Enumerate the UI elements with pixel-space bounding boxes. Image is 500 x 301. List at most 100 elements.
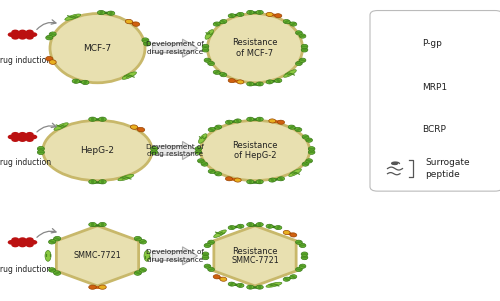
Ellipse shape: [290, 23, 296, 26]
Ellipse shape: [299, 264, 306, 268]
Ellipse shape: [138, 127, 144, 132]
Ellipse shape: [274, 79, 282, 83]
Ellipse shape: [405, 40, 410, 47]
Ellipse shape: [256, 222, 264, 227]
Ellipse shape: [237, 283, 244, 287]
Ellipse shape: [390, 40, 395, 47]
Ellipse shape: [388, 127, 412, 132]
Ellipse shape: [200, 120, 310, 181]
Ellipse shape: [208, 241, 214, 244]
Ellipse shape: [276, 226, 280, 229]
Ellipse shape: [296, 128, 301, 131]
Ellipse shape: [308, 150, 315, 154]
Ellipse shape: [82, 80, 89, 85]
Ellipse shape: [100, 117, 104, 121]
Ellipse shape: [270, 178, 274, 182]
Ellipse shape: [300, 35, 306, 37]
Ellipse shape: [248, 117, 252, 121]
Ellipse shape: [134, 271, 141, 275]
Ellipse shape: [306, 139, 312, 141]
Ellipse shape: [284, 20, 290, 23]
Ellipse shape: [46, 57, 53, 61]
Ellipse shape: [204, 243, 211, 248]
Text: drug resistance: drug resistance: [147, 151, 203, 157]
Ellipse shape: [202, 48, 209, 52]
Ellipse shape: [296, 32, 302, 34]
Ellipse shape: [237, 12, 244, 17]
Ellipse shape: [214, 23, 220, 26]
Ellipse shape: [134, 236, 141, 241]
Ellipse shape: [134, 237, 141, 240]
Ellipse shape: [256, 82, 264, 86]
Ellipse shape: [98, 180, 106, 184]
Ellipse shape: [140, 240, 146, 243]
Ellipse shape: [300, 265, 306, 268]
Ellipse shape: [269, 119, 276, 123]
Ellipse shape: [208, 169, 215, 174]
Circle shape: [26, 243, 34, 247]
Ellipse shape: [300, 244, 306, 247]
Ellipse shape: [248, 285, 252, 289]
Ellipse shape: [142, 38, 149, 42]
Ellipse shape: [50, 14, 145, 83]
Ellipse shape: [122, 72, 136, 79]
Ellipse shape: [296, 61, 302, 66]
Circle shape: [12, 237, 20, 242]
Ellipse shape: [288, 125, 295, 129]
Text: Development of: Development of: [146, 41, 204, 47]
Ellipse shape: [246, 117, 254, 121]
Ellipse shape: [296, 268, 302, 271]
Ellipse shape: [230, 14, 234, 17]
Ellipse shape: [386, 84, 398, 91]
Ellipse shape: [299, 243, 306, 248]
Ellipse shape: [49, 268, 56, 271]
Ellipse shape: [48, 268, 56, 272]
Ellipse shape: [301, 253, 308, 255]
Ellipse shape: [195, 147, 202, 151]
Ellipse shape: [204, 265, 210, 268]
Ellipse shape: [150, 150, 158, 155]
Circle shape: [12, 137, 20, 142]
Ellipse shape: [302, 163, 308, 165]
Ellipse shape: [150, 148, 158, 150]
Ellipse shape: [144, 42, 150, 46]
Circle shape: [12, 29, 20, 34]
Ellipse shape: [46, 36, 52, 39]
Ellipse shape: [215, 172, 222, 176]
Ellipse shape: [246, 180, 254, 184]
FancyArrowPatch shape: [37, 123, 56, 132]
Ellipse shape: [98, 117, 106, 121]
Ellipse shape: [258, 285, 262, 289]
Ellipse shape: [226, 177, 232, 181]
Ellipse shape: [301, 45, 308, 48]
Ellipse shape: [38, 151, 44, 153]
Ellipse shape: [195, 151, 202, 153]
Polygon shape: [152, 39, 198, 57]
Ellipse shape: [54, 237, 60, 240]
Circle shape: [15, 32, 23, 37]
Ellipse shape: [216, 126, 221, 129]
Ellipse shape: [202, 49, 209, 51]
Text: drug resistance: drug resistance: [147, 49, 203, 55]
Text: Surrogate
peptide: Surrogate peptide: [425, 158, 470, 179]
Polygon shape: [152, 141, 198, 160]
Ellipse shape: [204, 244, 210, 247]
Circle shape: [30, 32, 38, 37]
Ellipse shape: [43, 120, 152, 181]
Ellipse shape: [100, 11, 103, 15]
Circle shape: [22, 32, 30, 37]
Ellipse shape: [204, 264, 211, 268]
Circle shape: [18, 29, 26, 34]
Ellipse shape: [98, 222, 106, 227]
Ellipse shape: [204, 59, 210, 61]
Ellipse shape: [402, 40, 413, 47]
Ellipse shape: [258, 117, 262, 121]
Ellipse shape: [279, 177, 283, 181]
Ellipse shape: [49, 32, 56, 36]
Ellipse shape: [48, 240, 56, 244]
Ellipse shape: [139, 240, 146, 244]
Circle shape: [18, 243, 26, 247]
Circle shape: [12, 132, 20, 137]
Ellipse shape: [238, 224, 242, 228]
Ellipse shape: [49, 60, 56, 64]
